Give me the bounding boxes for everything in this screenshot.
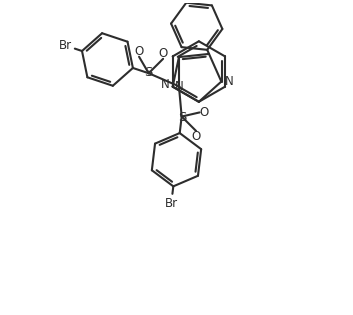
Text: O: O xyxy=(134,45,144,58)
Text: N: N xyxy=(225,75,234,88)
Text: O: O xyxy=(200,106,209,119)
Text: S: S xyxy=(144,66,152,79)
Text: N: N xyxy=(175,80,183,93)
Text: Br: Br xyxy=(165,197,178,210)
Text: S: S xyxy=(178,111,187,124)
Text: O: O xyxy=(192,130,201,143)
Text: N: N xyxy=(161,78,169,91)
Text: O: O xyxy=(158,48,168,60)
Text: Br: Br xyxy=(59,39,72,52)
